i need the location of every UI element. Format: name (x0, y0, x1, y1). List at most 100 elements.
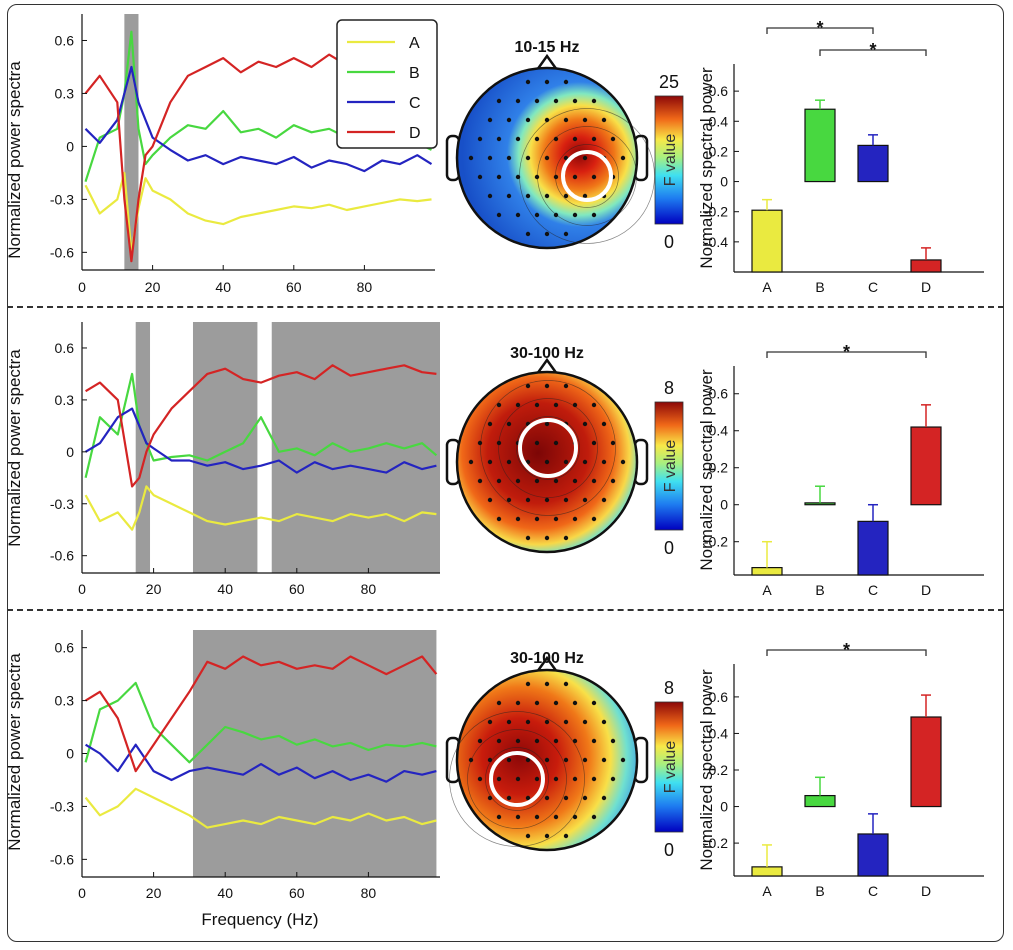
electrode-dot (525, 757, 531, 763)
electrode-dot (534, 402, 540, 408)
electrode-dot (534, 136, 540, 142)
electrode-dot (477, 440, 483, 446)
bars-y-tick-label: 0.6 (709, 386, 729, 402)
electrode-dot (610, 136, 616, 142)
electrode-dot (610, 440, 616, 446)
electrode-dot (620, 155, 626, 161)
electrode-dot (544, 497, 550, 503)
electrode-dot (525, 383, 531, 389)
electrode-dot (487, 719, 493, 725)
electrode-dot (468, 155, 474, 161)
electrode-dot (553, 814, 559, 820)
electrode-dot (515, 738, 521, 744)
x-tick-label: 60 (286, 279, 302, 295)
electrode-dot (515, 402, 521, 408)
electrode-dot (582, 421, 588, 427)
electrode-dot (534, 212, 540, 218)
electrode-dot (496, 98, 502, 104)
shaded-band (192, 630, 437, 877)
bars-y-tick-label: 0.2 (709, 762, 729, 778)
electrode-dot (487, 497, 493, 503)
electrode-dot (544, 421, 550, 427)
electrode-dot (582, 795, 588, 801)
electrode-dot (534, 174, 540, 180)
colorbar-title: F value (662, 134, 679, 187)
electrode-dot (572, 814, 578, 820)
electrode-dot (582, 193, 588, 199)
contour-line (449, 711, 585, 847)
electrode-dot (544, 833, 550, 839)
bar-category-label: C (868, 883, 878, 899)
electrode-dot (553, 212, 559, 218)
electrode-dot (553, 776, 559, 782)
series-line-B (84, 681, 437, 764)
electrode-dot (534, 478, 540, 484)
electrode-dot (553, 136, 559, 142)
electrode-dot (620, 459, 626, 465)
contour-line (485, 747, 549, 811)
electrode-dot (487, 459, 493, 465)
electrode-dot (496, 738, 502, 744)
y-tick-label: 0.6 (55, 340, 75, 356)
significance-bracket (819, 49, 927, 56)
x-tick-label: 0 (78, 885, 86, 901)
electrode-dot (563, 231, 569, 237)
electrode-dot (496, 776, 502, 782)
electrode-dot (572, 402, 578, 408)
electrode-dot (563, 535, 569, 541)
electrode-dot (591, 440, 597, 446)
electrode-dot (591, 212, 597, 218)
y-tick-label: -0.6 (50, 548, 74, 564)
electrode-dot (477, 738, 483, 744)
bar-D (910, 259, 942, 273)
electrode-dot (515, 98, 521, 104)
bar-B (804, 794, 836, 808)
electrode-dot (563, 795, 569, 801)
electrode-dot (572, 136, 578, 142)
colorbar-max-label: 8 (664, 378, 674, 398)
electrode-dot (563, 79, 569, 85)
colorbar-max-label: 25 (659, 72, 679, 92)
y-tick-label: 0.6 (55, 32, 75, 48)
electrode-dot (563, 681, 569, 687)
electrode-dot (506, 795, 512, 801)
legend-label-B: B (409, 65, 420, 82)
electrode-dot (506, 459, 512, 465)
significance-bracket (766, 649, 927, 656)
electrode-dot (468, 459, 474, 465)
electrode-dot (610, 478, 616, 484)
electrode-dot (544, 719, 550, 725)
bar-A (751, 567, 783, 576)
bars-y-tick-label: 0.2 (709, 460, 729, 476)
electrode-dot (572, 478, 578, 484)
series-line-C (85, 743, 437, 783)
electrode-dot (544, 155, 550, 161)
x-tick-label: 80 (357, 279, 373, 295)
bars-y-tick-label: 0.4 (709, 113, 729, 129)
electrode-dot (572, 516, 578, 522)
bars-y-tick-label: -0.2 (704, 534, 728, 550)
bar-A (751, 866, 783, 877)
electrode-dot (582, 459, 588, 465)
electrode-dot (591, 738, 597, 744)
electrode-dot (525, 117, 531, 123)
electrode-dot (553, 402, 559, 408)
bars-y-tick-label: 0 (720, 497, 728, 513)
colorbar-title: F value (662, 741, 679, 794)
electrode-dot (591, 516, 597, 522)
electrode-dot (534, 814, 540, 820)
significance-star: * (843, 342, 850, 362)
x-tick-label: 40 (217, 581, 233, 597)
electrode-dot (496, 402, 502, 408)
legend (336, 19, 438, 149)
electrode-dot (601, 117, 607, 123)
electrode-dot (601, 421, 607, 427)
electrode-dot (515, 478, 521, 484)
bar-C (857, 833, 889, 877)
bar-C (857, 144, 889, 183)
electrode-dot (534, 700, 540, 706)
spectra-y-axis-label: Normalized power spectra (5, 61, 24, 259)
colorbar-max-label: 8 (664, 678, 674, 698)
series-line-D (85, 655, 438, 773)
